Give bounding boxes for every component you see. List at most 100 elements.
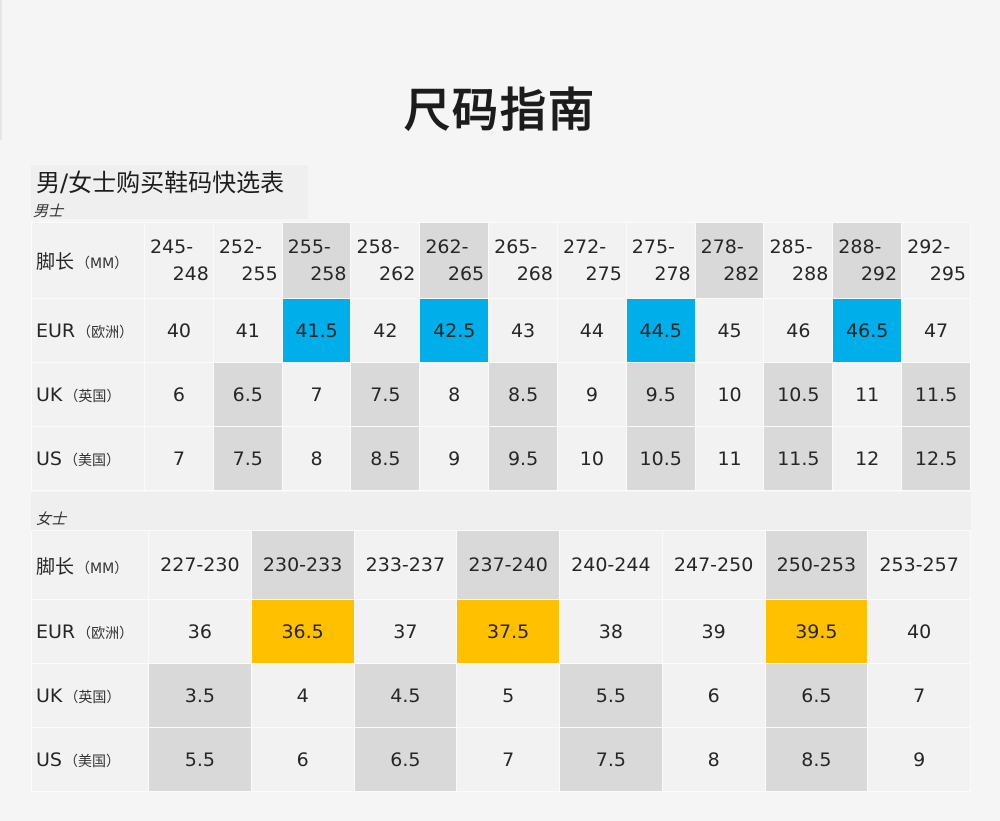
- men-us-cell: 10.5: [625, 426, 696, 491]
- length-start: 255-: [287, 236, 331, 258]
- men-length-cell: 285- 288: [763, 222, 834, 299]
- length-end: 255: [241, 263, 278, 285]
- men-uk-row: UK （英国） 6 6.5 7 7.5 8 8.5 9 9.5 10 10.5 1…: [31, 362, 971, 427]
- women-us-cell: 7: [456, 727, 560, 792]
- row-label-unit: （MM）: [76, 256, 129, 272]
- men-us-cell: 8.5: [350, 426, 421, 491]
- row-label-text: US: [36, 748, 62, 771]
- women-us-cell: 7.5: [559, 727, 663, 792]
- women-section-label: 女士: [36, 510, 67, 528]
- row-label-text: EUR: [36, 620, 76, 643]
- men-length-cell: 272- 275: [556, 222, 627, 299]
- men-uk-cell: 8.5: [488, 362, 558, 427]
- men-length-cell: 292- 295: [901, 222, 971, 299]
- men-length-cell: 245- 248: [144, 222, 214, 299]
- men-uk-cell: 6: [144, 362, 214, 427]
- row-label-unit: （欧洲）: [77, 324, 134, 341]
- men-us-cell: 11.5: [763, 426, 834, 491]
- men-length-cell: 258- 262: [350, 222, 421, 299]
- men-eur-cell: 44: [556, 298, 627, 363]
- men-eur-cell: 41: [212, 298, 283, 363]
- men-us-cell: 10: [556, 426, 627, 491]
- men-us-cell: 7.5: [212, 426, 283, 491]
- men-us-cell: 12.5: [901, 426, 971, 491]
- row-label-unit: （欧洲）: [77, 625, 134, 642]
- men-uk-cell: 9: [556, 362, 627, 427]
- men-length-row-label: 脚长 （MM）: [31, 222, 145, 299]
- women-eur-cell-highlight: 37.5: [456, 599, 560, 664]
- page-title: 尺码指南: [404, 83, 596, 137]
- men-length-cell: 265- 268: [488, 222, 558, 299]
- men-length-cell: 275- 278: [625, 222, 696, 299]
- women-eur-row-label: EUR （欧洲）: [31, 599, 149, 664]
- men-uk-row-label: UK （英国）: [31, 362, 145, 427]
- women-eur-cell: 38: [559, 599, 663, 664]
- men-uk-cell: 7: [281, 362, 352, 427]
- length-start: 278-: [700, 236, 744, 258]
- men-eur-cell: 45: [694, 298, 765, 363]
- men-eur-cell-highlight: 42.5: [419, 298, 490, 363]
- women-length-cell: 253-257: [867, 530, 971, 600]
- women-size-table: 脚长 （MM） 227-230 230-233 233-237 237-240 2…: [31, 530, 971, 792]
- men-uk-cell: 7.5: [350, 362, 421, 427]
- men-eur-cell: 42: [350, 298, 421, 363]
- length-start: 265-: [494, 236, 538, 258]
- row-label-unit: （美国）: [63, 452, 120, 469]
- men-length-cell: 278- 282: [694, 222, 765, 299]
- length-end: 268: [516, 263, 553, 285]
- women-length-cell: 227-230: [148, 530, 252, 600]
- women-eur-cell: 40: [867, 599, 971, 664]
- women-us-cell: 6: [250, 727, 355, 792]
- men-uk-cell: 9.5: [625, 362, 696, 427]
- men-uk-cell: 10.5: [763, 362, 834, 427]
- length-end: 282: [723, 263, 760, 285]
- length-end: 292: [860, 263, 898, 285]
- men-us-cell: 9.5: [488, 426, 558, 491]
- quick-select-title-box: 男/女士购买鞋码快选表: [31, 165, 308, 219]
- men-eur-row: EUR （欧洲） 40 41 41.5 42 42.5 43 44 44.5 45…: [31, 298, 971, 363]
- length-end: 295: [929, 263, 966, 285]
- women-eur-cell-highlight: 39.5: [764, 599, 869, 664]
- women-length-cell: 240-244: [559, 530, 663, 600]
- length-start: 275-: [631, 236, 675, 258]
- men-size-table: 脚长 （MM） 245- 248 252- 255 255- 258 258- 262 2…: [31, 222, 971, 491]
- men-eur-cell-highlight: 41.5: [281, 298, 352, 363]
- men-eur-cell: 46: [763, 298, 834, 363]
- length-start: 258-: [356, 236, 400, 258]
- men-uk-cell: 6.5: [212, 362, 283, 427]
- men-us-cell: 7: [144, 426, 214, 491]
- women-us-cell: 8.5: [764, 727, 869, 792]
- women-us-cell: 9: [867, 727, 971, 792]
- men-uk-cell: 10: [694, 362, 765, 427]
- length-end: 275: [585, 263, 622, 285]
- women-section-bar: [31, 492, 971, 530]
- women-length-cell: 237-240: [456, 530, 560, 600]
- men-uk-cell: 8: [419, 362, 490, 427]
- women-uk-cell: 5.5: [559, 663, 663, 728]
- length-end: 265: [447, 263, 485, 285]
- women-eur-row: EUR （欧洲） 36 36.5 37 37.5 38 39 39.5 40: [31, 599, 971, 664]
- row-label-text: UK: [36, 684, 63, 707]
- row-label-unit: （美国）: [63, 753, 120, 770]
- men-uk-cell: 11: [832, 362, 903, 427]
- row-label-unit: （MM）: [76, 560, 129, 577]
- women-eur-cell-highlight: 36.5: [250, 599, 355, 664]
- men-us-cell: 9: [419, 426, 490, 491]
- women-uk-cell: 3.5: [148, 663, 252, 728]
- women-uk-cell: 4: [250, 663, 355, 728]
- men-uk-cell: 11.5: [901, 362, 971, 427]
- men-length-cell: 288- 292: [832, 222, 903, 299]
- women-us-row-label: US （美国）: [31, 727, 149, 792]
- length-start: 288-: [838, 236, 882, 258]
- women-us-cell: 6.5: [353, 727, 458, 792]
- row-label-text: 脚长: [36, 251, 75, 273]
- length-end: 258: [310, 263, 347, 285]
- women-eur-cell: 39: [661, 599, 766, 664]
- length-start: 245-: [150, 236, 194, 258]
- women-uk-row-label: UK （英国）: [31, 663, 149, 728]
- women-eur-cell: 37: [353, 599, 458, 664]
- women-uk-cell: 6.5: [764, 663, 869, 728]
- row-label-text: UK: [36, 383, 63, 406]
- men-length-cell: 262- 265: [419, 222, 490, 299]
- women-length-cell: 230-233: [250, 530, 355, 600]
